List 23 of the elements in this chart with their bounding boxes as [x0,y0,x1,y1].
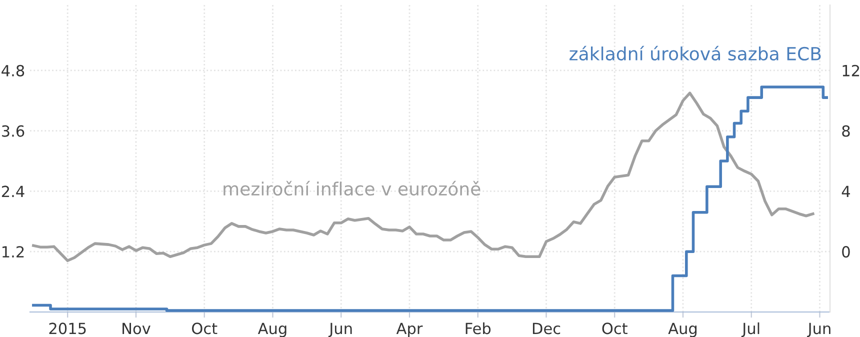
y-tick-label: 1.2 [2,246,24,258]
y-tick-label: 2.4 [2,186,24,198]
x-tick-label: Oct [602,322,628,334]
x-tick-label: Apr [396,322,423,337]
series-label: meziroční inflace v eurozóně [224,180,480,196]
x-tick-label: Aug [668,322,697,337]
x-tick-label: 2015 [49,322,86,334]
x-tick-label: Nov [122,322,150,334]
y2-tick-label: 0 [842,246,850,258]
y-tick-label: 3.6 [2,125,24,137]
series-label: základní úroková sazba ECB [570,46,821,61]
x-tick-label: Dec [532,322,560,334]
y2-tick-label: 12 [842,64,860,76]
y2-tick-label: 8 [842,125,850,137]
x-tick-label: Jul [741,322,760,337]
x-tick-label: Aug [258,322,286,337]
x-tick-label: Oct [192,322,218,334]
y2-tick-label: 4 [842,186,850,197]
y-tick-label: 4.8 [2,64,24,76]
x-tick-label: Jun [328,322,352,337]
x-tick-label: Feb [466,322,491,334]
x-tick-label: Jun [807,322,830,337]
line-series [32,92,814,262]
